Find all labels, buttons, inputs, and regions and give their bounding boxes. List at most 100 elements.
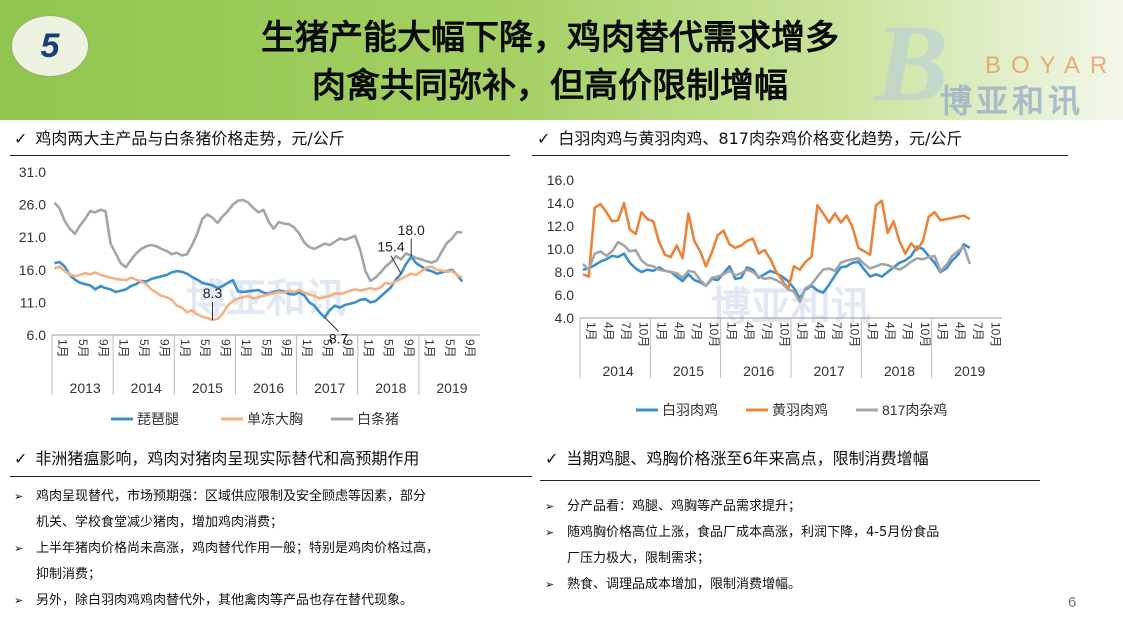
x-month-label: 9月 xyxy=(280,339,294,358)
x-year-label: 2018 xyxy=(884,363,915,379)
x-month-label: 1月 xyxy=(865,322,879,341)
annotation-leader xyxy=(324,317,339,332)
x-month-label: 7月 xyxy=(760,322,774,341)
x-year-label: 2016 xyxy=(743,363,774,379)
legend-label: 白羽肉鸡 xyxy=(662,402,718,418)
slide-title: 生猪产能大幅下降，鸡肉替代需求增多 肉禽共同弥补，但高价限制增幅 xyxy=(150,14,950,110)
x-month-label: 10月 xyxy=(707,322,721,347)
x-month-label: 9月 xyxy=(96,339,110,358)
logo-chinese: 博亚和讯 xyxy=(940,82,1085,120)
series-line-2 xyxy=(582,199,971,291)
x-month-label: 5月 xyxy=(137,339,151,358)
bullet-item-continued: 厂压力极大，限制需求； xyxy=(567,551,711,566)
legend-label: 琵琶腿 xyxy=(137,411,179,427)
title-line-1: 生猪产能大幅下降，鸡肉替代需求增多 xyxy=(261,18,839,58)
divider xyxy=(532,155,1068,156)
x-month-label: 1月 xyxy=(795,322,809,341)
x-year-label: 2017 xyxy=(814,363,845,379)
x-year-label: 2013 xyxy=(70,380,101,396)
bullet-item: ➢ 熟食、调理品成本增加，限制消费增幅。 xyxy=(545,572,1045,598)
y-tick-label: 4.0 xyxy=(555,310,575,326)
annotation-leader xyxy=(390,255,402,274)
page-number: 6 xyxy=(1068,594,1077,611)
x-month-label: 1月 xyxy=(239,339,253,358)
y-tick-label: 16.0 xyxy=(19,262,46,278)
x-year-label: 2019 xyxy=(436,380,467,396)
x-month-label: 9月 xyxy=(402,339,416,358)
check-icon: ✓ xyxy=(537,129,551,148)
x-month-label: 4月 xyxy=(953,322,967,341)
arrow-bullet-icon: ➢ xyxy=(545,500,555,513)
check-icon: ✓ xyxy=(14,449,28,468)
x-month-label: 9月 xyxy=(463,339,477,358)
bullet-item: ➢ 分产品看：鸡腿、鸡胸等产品需求提升； xyxy=(545,494,1045,520)
x-month-label: 4月 xyxy=(602,322,616,341)
y-tick-label: 10.0 xyxy=(547,241,574,257)
section-title-bottom-left: ✓ 非洲猪瘟影响，鸡肉对猪肉呈现实际替代和高预期作用 xyxy=(14,449,420,468)
x-month-label: 1月 xyxy=(584,322,598,341)
x-month-label: 1月 xyxy=(422,339,436,358)
x-month-label: 1月 xyxy=(654,322,668,341)
x-month-label: 1月 xyxy=(936,322,950,341)
bullet-list-right: ➢ 分产品看：鸡腿、鸡胸等产品需求提升； ➢ 随鸡胸价格高位上涨，食品厂成本高涨，利… xyxy=(545,494,1045,598)
x-month-label: 7月 xyxy=(689,322,703,341)
y-tick-label: 8.0 xyxy=(555,264,575,280)
x-month-label: 10月 xyxy=(777,322,791,347)
bullet-item: ➢ 上半年猪肉价格尚未高涨，鸡肉替代作用一般；特别是鸡肉价格过高， xyxy=(14,536,534,562)
x-month-label: 1月 xyxy=(300,339,314,358)
y-tick-label: 12.0 xyxy=(547,218,574,234)
x-year-label: 2015 xyxy=(192,380,223,396)
x-month-label: 1月 xyxy=(56,339,70,358)
x-month-label: 9月 xyxy=(219,339,233,358)
y-tick-label: 6.0 xyxy=(555,287,575,303)
data-label: 8.7 xyxy=(329,330,349,346)
divider xyxy=(10,155,510,156)
x-month-label: 4月 xyxy=(742,322,756,341)
legend-label: 黄羽肉鸡 xyxy=(772,402,828,418)
x-year-label: 2018 xyxy=(375,380,406,396)
logo-english: BOYAR xyxy=(985,52,1118,79)
data-label: 15.4 xyxy=(377,239,404,255)
x-month-label: 9月 xyxy=(157,339,171,358)
y-tick-label: 16.0 xyxy=(547,172,574,188)
arrow-bullet-icon: ➢ xyxy=(14,490,24,503)
series-line-3 xyxy=(53,198,463,283)
arrow-bullet-icon: ➢ xyxy=(545,526,555,539)
x-month-label: 4月 xyxy=(672,322,686,341)
x-month-label: 10月 xyxy=(848,322,862,347)
series-line-3 xyxy=(581,240,972,304)
data-label: 8.3 xyxy=(203,285,223,301)
section-title-top-left: ✓ 鸡肉两大主产品与白条猪价格走势，元/公斤 xyxy=(14,129,345,148)
x-year-label: 2016 xyxy=(253,380,284,396)
x-year-label: 2017 xyxy=(314,380,345,396)
x-month-label: 1月 xyxy=(361,339,375,358)
x-month-label: 7月 xyxy=(971,322,985,341)
x-month-label: 5月 xyxy=(76,339,90,358)
x-month-label: 5月 xyxy=(259,339,273,358)
x-month-label: 7月 xyxy=(619,322,633,341)
legend-label: 单冻大胸 xyxy=(247,411,303,427)
bullet-item-continued: 抑制消费； xyxy=(36,567,102,582)
logo-mark: B xyxy=(875,2,949,124)
arrow-bullet-icon: ➢ xyxy=(14,542,24,555)
y-tick-label: 31.0 xyxy=(19,164,46,180)
x-month-label: 4月 xyxy=(883,322,897,341)
x-month-label: 1月 xyxy=(725,322,739,341)
x-month-label: 9月 xyxy=(341,339,355,358)
check-icon: ✓ xyxy=(545,449,559,468)
legend-label: 白条猪 xyxy=(357,411,399,427)
legend-label: 817肉杂鸡 xyxy=(882,402,947,418)
bullet-list-left: ➢ 鸡肉呈现替代，市场预期强：区域供应限制及安全顾虑等因素，部分 机关、学校食堂减… xyxy=(14,484,534,614)
arrow-bullet-icon: ➢ xyxy=(14,594,24,607)
x-month-label: 7月 xyxy=(830,322,844,341)
y-tick-label: 26.0 xyxy=(19,197,46,213)
check-icon: ✓ xyxy=(14,129,28,148)
x-month-label: 7月 xyxy=(900,322,914,341)
x-month-label: 10月 xyxy=(637,322,651,347)
x-month-label: 10月 xyxy=(988,322,1002,347)
x-month-label: 4月 xyxy=(813,322,827,341)
section-title-top-right: ✓ 白羽肉鸡与黄羽肉鸡、817肉杂鸡价格变化趋势，元/公斤 xyxy=(537,129,963,148)
x-year-label: 2019 xyxy=(954,363,985,379)
